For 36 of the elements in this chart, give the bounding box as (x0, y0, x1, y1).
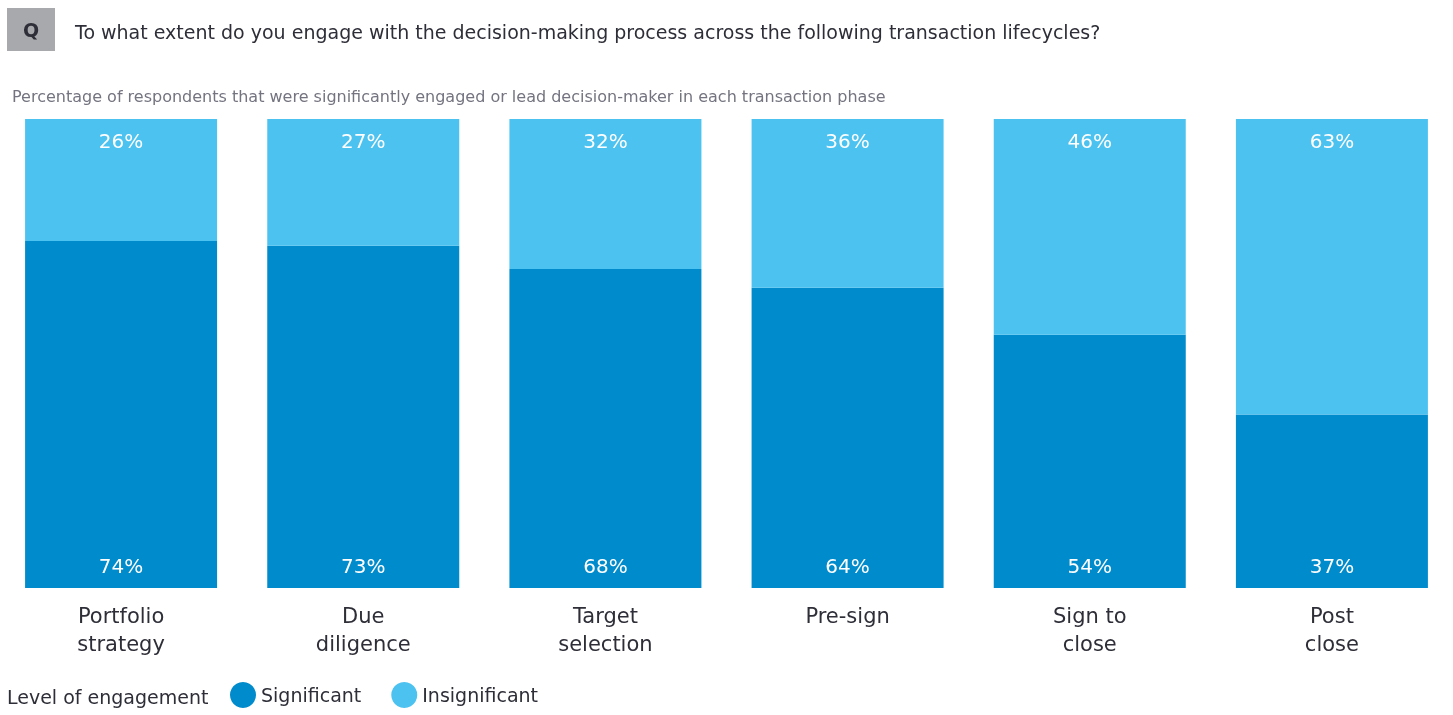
bar (509, 269, 702, 588)
data-label: 37% (1309, 554, 1355, 578)
data-label: 46% (1067, 129, 1112, 153)
x-tick-label: Pre-sign (805, 604, 890, 628)
bar (993, 334, 1186, 588)
x-tick-label: Due diligence (315, 604, 411, 656)
data-label: 32% (583, 129, 628, 153)
data-label: 64% (825, 554, 870, 578)
data-label: 68% (583, 554, 628, 578)
bar (509, 119, 702, 270)
data-label: 26% (98, 129, 144, 153)
data-label: 54% (1067, 554, 1112, 578)
bar (267, 245, 460, 588)
bar (751, 287, 944, 588)
bar (25, 240, 218, 588)
question-badge: Q (7, 8, 55, 51)
bar (1235, 119, 1428, 415)
x-tick-label: Post close (1304, 604, 1359, 656)
x-tick-label: Sign to close (1052, 604, 1127, 656)
legend-label: Insignificant (422, 684, 539, 706)
bar (993, 119, 1186, 335)
x-tick-label: Portfolio strategy (77, 604, 165, 656)
x-tick-label: Target selection (558, 604, 653, 656)
data-label: 27% (341, 129, 386, 153)
bar (267, 119, 460, 246)
chart-title: To what extent do you engage with the decision-making process across the following transaction lifecycles? (74, 20, 1101, 43)
legend-label: Significant (261, 684, 362, 706)
data-label: 36% (825, 129, 870, 153)
bar (751, 119, 944, 288)
data-label: 74% (98, 554, 144, 578)
bar (25, 119, 218, 241)
chart-subtitle: Percentage of respondents that were significantly engaged or lead decision-maker in each transaction phase (12, 86, 886, 106)
data-label: 63% (1309, 129, 1355, 153)
bar (1235, 414, 1428, 588)
data-label: 73% (341, 554, 386, 578)
legend-title: Level of engagement (7, 685, 209, 708)
